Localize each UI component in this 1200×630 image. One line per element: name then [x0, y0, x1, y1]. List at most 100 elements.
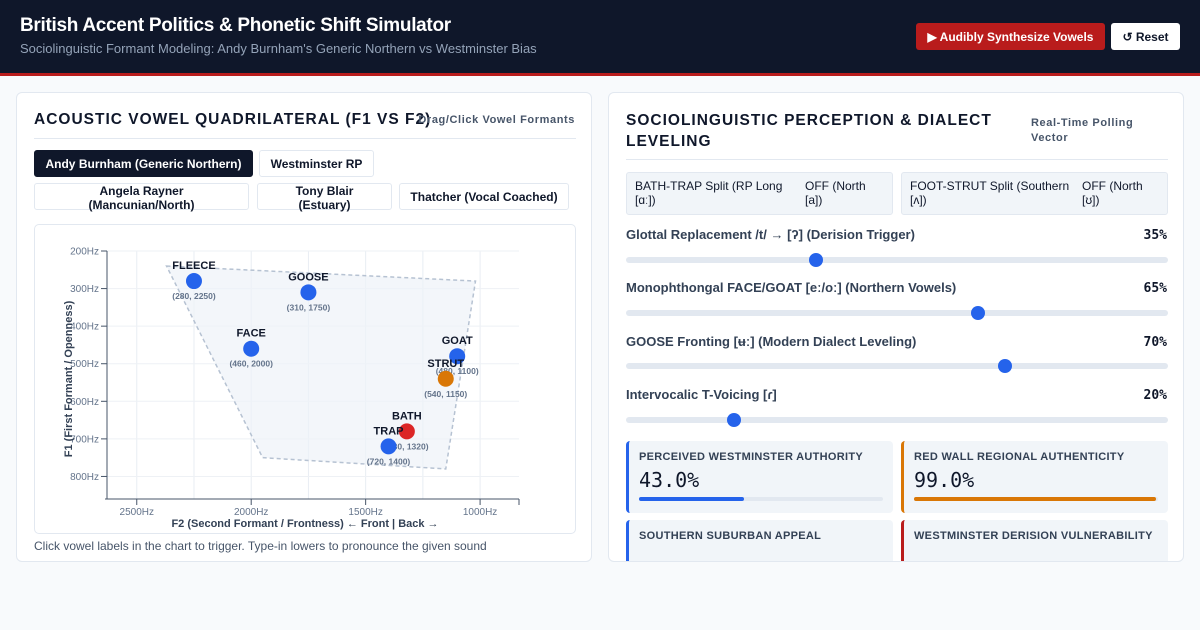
vowel-chart: 2500Hz 2000Hz 1500Hz 1000Hz 200Hz 300Hz 400Hz 5… — [34, 224, 576, 534]
metric-label: WESTMINSTER DERISION VULNERABILITY — [914, 530, 1153, 542]
y-tick-label: 600Hz — [70, 397, 99, 408]
reset-button[interactable]: ↺ Reset — [1111, 23, 1180, 50]
toggle-value: OFF (North [a]) — [805, 179, 866, 207]
toggle-label: FOOT-STRUT Split (Southern [ʌ]) — [910, 179, 1070, 207]
vowel-name: TRAP — [374, 425, 404, 437]
vowel-marker — [185, 273, 202, 290]
y-tick-label: 400Hz — [70, 322, 99, 333]
vowel-chart-svg: 2500Hz 2000Hz 1500Hz 1000Hz 200Hz 300Hz 400Hz 5… — [63, 247, 520, 530]
y-tick-label: 300Hz — [70, 284, 99, 295]
vowel-coord-label: (480, 1100) — [436, 366, 479, 376]
perception-panel: SOCIOLINGUISTIC PERCEPTION & DIALECT LEV… — [608, 92, 1184, 562]
y-tick-label: 700Hz — [70, 434, 99, 445]
app-header: British Accent Politics & Phonetic Shift… — [0, 0, 1200, 76]
bath-trap-toggle[interactable]: BATH-TRAP Split (RP Long [ɑː]) OFF (Nort… — [626, 172, 893, 215]
vowel-coord-label: (460, 2000) — [229, 359, 273, 369]
toggle-value: OFF (North [ʊ]) — [1082, 179, 1143, 207]
metric-bar-fill — [914, 497, 1156, 501]
preset-andy-burnham[interactable]: Andy Burnham (Generic Northern) — [34, 150, 253, 177]
vowel-name: BATH — [392, 410, 422, 422]
slider-monophthong[interactable] — [626, 306, 1168, 320]
metric-value: 43.0% — [639, 468, 700, 492]
page-subtitle: Sociolinguistic Formant Modeling: Andy B… — [20, 41, 537, 56]
slider-label-glottal: Glottal Replacement /t/ → [ʔ] (Derision … — [626, 227, 915, 242]
chart-axes: 2500Hz 2000Hz 1500Hz 1000Hz 200Hz 300Hz 400Hz 5… — [70, 247, 520, 518]
divider — [34, 138, 576, 139]
x-tick-label: 1500Hz — [348, 507, 382, 518]
vowel-name: FACE — [237, 328, 266, 340]
preset-westminster-rp[interactable]: Westminster RP — [259, 150, 374, 177]
metric-southern-suburban-appeal: SOUTHERN SUBURBAN APPEAL — [626, 520, 893, 561]
vowel-quadrilateral-shape — [165, 265, 477, 470]
foot-strut-toggle[interactable]: FOOT-STRUT Split (Southern [ʌ]) OFF (Nor… — [901, 172, 1168, 215]
slider-thumb[interactable] — [808, 253, 823, 267]
vowel-name: STRUT — [427, 358, 464, 370]
slider-value-goose-fronting: 70% — [1143, 335, 1167, 350]
vowel-name: FLEECE — [172, 260, 215, 272]
preset-thatcher[interactable]: Thatcher (Vocal Coached) — [399, 183, 569, 210]
vowel-name: GOAT — [442, 335, 473, 347]
y-tick-label: 500Hz — [70, 359, 99, 370]
vowel-coord-label: (540, 1150) — [424, 389, 467, 399]
vowel-coord-label: (280, 2250) — [172, 291, 216, 301]
slider-label-t-voicing: Intervocalic T-Voicing [ɾ] — [626, 387, 777, 402]
slider-value-glottal: 35% — [1143, 228, 1167, 243]
chart-footnote: Click vowel labels in the chart to trigg… — [34, 539, 487, 553]
synthesize-vowels-button[interactable]: ▶ Audibly Synthesize Vowels — [916, 23, 1105, 50]
slider-value-monophthong: 65% — [1143, 281, 1167, 296]
vowel-point-goat[interactable]: GOAT (480, 1100) — [436, 335, 479, 376]
page-title: British Accent Politics & Phonetic Shift… — [20, 15, 451, 36]
x-tick-label: 2000Hz — [234, 507, 268, 518]
slider-label-monophthong: Monophthongal FACE/GOAT [eː/oː] (Norther… — [626, 280, 957, 295]
vowel-coord-label: (680, 1320) — [385, 441, 429, 451]
vowel-point-goose[interactable]: GOOSE (310, 1750) — [287, 271, 331, 312]
slider-glottal[interactable] — [626, 253, 1168, 267]
vowel-name: GOOSE — [288, 271, 328, 283]
vowel-marker — [243, 340, 260, 357]
vowel-points: FLEECE (280, 2250) GOOSE (310, 1750) FACE (46… — [172, 260, 479, 466]
slider-goose-fronting[interactable] — [626, 359, 1168, 373]
vowel-coord-label: (720, 1400) — [367, 456, 411, 466]
metric-value: 99.0% — [914, 468, 975, 492]
slider-thumb[interactable] — [727, 413, 742, 427]
panel-hint: Real-Time Polling Vector — [1031, 117, 1134, 144]
metric-westminster-authority: PERCEIVED WESTMINSTER AUTHORITY 43.0% — [626, 441, 893, 513]
metric-bar-fill — [639, 497, 744, 501]
vowel-point-face[interactable]: FACE (460, 2000) — [229, 328, 273, 369]
panel-title: ACOUSTIC VOWEL QUADRILATERAL (F1 VS F2) — [34, 111, 432, 128]
metric-red-wall-authenticity: RED WALL REGIONAL AUTHENTICITY 99.0% — [901, 441, 1168, 513]
preset-angela-rayner[interactable]: Angela Rayner (Mancunian/North) — [34, 183, 249, 212]
toggle-label: BATH-TRAP Split (RP Long [ɑː]) — [635, 179, 783, 207]
vowel-point-bath[interactable]: BATH (680, 1320) — [385, 410, 429, 451]
vowel-coord-label: (310, 1750) — [287, 302, 331, 312]
vowel-marker — [437, 370, 454, 387]
vowel-point-strut[interactable]: STRUT (540, 1150) — [424, 358, 467, 399]
slider-label-goose-fronting: GOOSE Fronting [ʉː] (Modern Dialect Leve… — [626, 334, 917, 349]
metric-label: PERCEIVED WESTMINSTER AUTHORITY — [639, 451, 864, 463]
slider-thumb[interactable] — [971, 306, 986, 320]
divider — [626, 159, 1168, 160]
x-tick-label: 1000Hz — [463, 507, 497, 518]
vowel-marker — [449, 348, 466, 365]
preset-tony-blair[interactable]: Tony Blair (Estuary) — [257, 183, 392, 212]
y-axis-label: F1 (First Formant / Openness) — [63, 300, 75, 457]
vowel-point-fleece[interactable]: FLEECE (280, 2250) — [172, 260, 216, 301]
vowel-marker — [380, 438, 397, 455]
slider-thumb[interactable] — [998, 359, 1013, 373]
slider-value-t-voicing: 20% — [1143, 388, 1167, 403]
vowel-point-trap[interactable]: TRAP (720, 1400) — [367, 425, 411, 466]
y-tick-label: 800Hz — [70, 472, 99, 483]
panel-hint: Drag/Click Vowel Formants — [418, 114, 575, 126]
metric-label: RED WALL REGIONAL AUTHENTICITY — [914, 451, 1125, 463]
metric-label: SOUTHERN SUBURBAN APPEAL — [639, 530, 822, 542]
panel-title: SOCIOLINGUISTIC PERCEPTION & DIALECT LEV… — [626, 112, 992, 150]
vowel-quadrilateral-panel: ACOUSTIC VOWEL QUADRILATERAL (F1 VS F2) … — [16, 92, 592, 562]
metric-westminster-derision: WESTMINSTER DERISION VULNERABILITY — [901, 520, 1168, 561]
metric-bar — [914, 497, 1158, 501]
x-axis-label: F2 (Second Formant / Frontness) ← Front … — [171, 518, 438, 530]
vowel-marker — [398, 423, 415, 440]
y-tick-label: 200Hz — [70, 247, 99, 258]
vowel-marker — [300, 284, 317, 301]
slider-t-voicing[interactable] — [626, 413, 1168, 427]
metric-bar — [639, 497, 883, 501]
